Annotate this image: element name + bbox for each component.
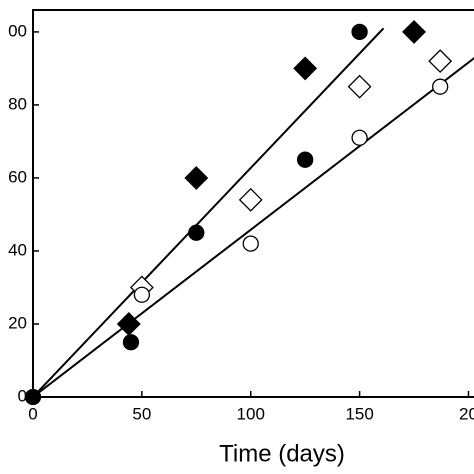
x-tick-label: 150 xyxy=(345,404,373,423)
point xyxy=(122,334,140,351)
point xyxy=(351,129,368,146)
point xyxy=(242,235,259,252)
point xyxy=(188,224,205,241)
point xyxy=(351,23,368,41)
point xyxy=(293,56,318,81)
x-tick-label: 20 xyxy=(459,404,474,423)
point xyxy=(428,49,453,74)
point xyxy=(133,286,151,303)
x-tick-label: 0 xyxy=(28,404,37,423)
point xyxy=(347,74,372,99)
x-tick-label: 50 xyxy=(132,404,151,423)
point xyxy=(184,166,209,190)
fit-line xyxy=(32,56,474,398)
y-tick-label: 00 xyxy=(8,21,27,40)
fit-line xyxy=(32,27,385,398)
point xyxy=(402,19,426,44)
point xyxy=(24,388,42,406)
point xyxy=(238,187,263,212)
point xyxy=(116,312,141,336)
point xyxy=(432,78,449,95)
x-tick-label: 100 xyxy=(237,404,265,423)
y-tick-label: 60 xyxy=(8,167,27,186)
y-tick-label: 0 xyxy=(18,386,27,405)
y-tick-label: 80 xyxy=(8,94,27,113)
point xyxy=(297,151,314,168)
x-axis-title: Time (days) xyxy=(219,440,345,467)
y-tick-label: 40 xyxy=(8,240,27,259)
plot-frame xyxy=(32,9,474,398)
y-tick-label: 20 xyxy=(8,313,27,332)
